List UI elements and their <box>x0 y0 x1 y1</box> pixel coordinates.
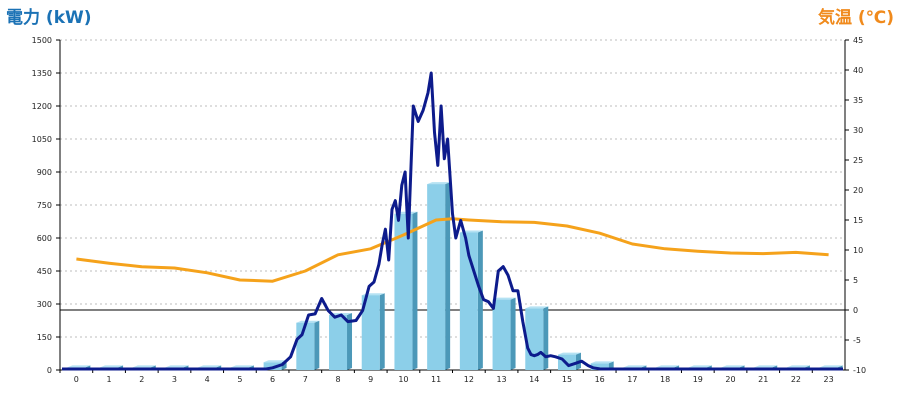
bar-top <box>427 182 451 185</box>
x-tick-label: 2 <box>139 375 144 384</box>
bar-top <box>590 361 614 364</box>
bar-side <box>412 211 418 370</box>
y-right-tick-label: -5 <box>853 336 861 345</box>
bar-10 <box>394 211 418 370</box>
y-right-tick-label: 20 <box>853 186 863 195</box>
x-tick-label: 14 <box>529 375 539 384</box>
bar-top <box>132 365 156 368</box>
bar-top <box>525 306 549 309</box>
bar-top <box>230 365 254 368</box>
x-tick-label: 6 <box>270 375 275 384</box>
x-tick-label: 18 <box>660 375 670 384</box>
power-line <box>62 71 843 371</box>
bar-top <box>623 365 647 368</box>
bar-top <box>688 365 712 368</box>
bar-top <box>721 365 745 368</box>
x-tick-label: 1 <box>107 375 112 384</box>
temperature-line <box>76 217 829 283</box>
y-right-tick-label: -10 <box>853 366 866 375</box>
y-left-tick-label: 1350 <box>32 69 52 78</box>
bar-top <box>263 360 287 363</box>
bar-12 <box>459 230 483 370</box>
bar-7 <box>296 320 320 370</box>
y-left-tick-label: 450 <box>37 267 52 276</box>
x-tick-label: 20 <box>725 375 735 384</box>
bar-13 <box>492 297 516 370</box>
x-tick-label: 0 <box>74 375 79 384</box>
bar-top <box>198 365 222 368</box>
x-tick-label: 8 <box>335 375 340 384</box>
x-tick-label: 7 <box>303 375 308 384</box>
y-axis-left-label: 電力 (kW) <box>6 8 92 28</box>
y-right-tick-label: 15 <box>853 216 863 225</box>
x-tick-label: 17 <box>627 375 637 384</box>
bar-side <box>510 297 516 370</box>
bar-face <box>525 308 544 370</box>
x-tick-label: 19 <box>693 375 703 384</box>
bar-14 <box>525 306 549 370</box>
y-right-tick-label: 5 <box>853 276 858 285</box>
x-tick-label: 9 <box>368 375 373 384</box>
y-left-tick-label: 150 <box>37 333 52 342</box>
y-left-tick-label: 600 <box>37 234 52 243</box>
x-tick-label: 3 <box>172 375 177 384</box>
y-right-tick-label: 0 <box>853 306 858 315</box>
bar-top <box>67 365 91 368</box>
x-tick-label: 10 <box>398 375 408 384</box>
x-tick-label: 23 <box>824 375 834 384</box>
bar-top <box>492 297 516 300</box>
y-left-tick-label: 900 <box>37 168 52 177</box>
x-tick-label: 15 <box>562 375 572 384</box>
y-right-tick-label: 30 <box>853 126 863 135</box>
bar-face <box>427 184 446 370</box>
y-left-tick-label: 1050 <box>32 135 52 144</box>
bar-face <box>394 213 413 370</box>
bar-top <box>557 352 581 355</box>
bar-top <box>459 230 483 233</box>
x-tick-label: 4 <box>205 375 210 384</box>
bar-side <box>445 182 451 370</box>
bar-side <box>477 230 483 370</box>
bar-top <box>656 365 680 368</box>
bar-face <box>263 362 282 370</box>
x-tick-label: 21 <box>758 375 768 384</box>
bar-side <box>379 293 385 370</box>
bar-face <box>590 363 609 370</box>
x-tick-label: 22 <box>791 375 801 384</box>
bar-9 <box>361 293 385 370</box>
y-axis-right-label: 気温 (℃) <box>817 8 894 28</box>
bar-11 <box>427 182 451 370</box>
y-right-tick-label: 35 <box>853 96 863 105</box>
bar-top <box>786 365 810 368</box>
x-tick-label: 13 <box>496 375 506 384</box>
bar-top <box>819 365 843 368</box>
x-tick-label: 16 <box>595 375 605 384</box>
bar-side <box>347 313 353 370</box>
y-right-tick-label: 25 <box>853 156 863 165</box>
y-left-tick-label: 1200 <box>32 102 52 111</box>
bar-top <box>100 365 124 368</box>
bar-face <box>492 299 511 370</box>
y-right-tick-label: 45 <box>853 36 863 45</box>
y-right-tick-label: 40 <box>853 66 863 75</box>
y-right-tick-label: 10 <box>853 246 863 255</box>
bar-face <box>329 315 348 370</box>
bar-face <box>361 295 380 370</box>
bar-top <box>165 365 189 368</box>
y-left-tick-label: 0 <box>47 366 52 375</box>
bar-side <box>314 320 320 370</box>
x-tick-label: 5 <box>237 375 242 384</box>
y-left-tick-label: 300 <box>37 300 52 309</box>
bar-face <box>296 322 315 370</box>
bar-side <box>543 306 549 370</box>
bar-8 <box>329 313 353 370</box>
x-tick-label: 11 <box>431 375 441 384</box>
x-tick-label: 12 <box>464 375 474 384</box>
bar-top <box>754 365 778 368</box>
y-left-tick-label: 750 <box>37 201 52 210</box>
y-left-tick-label: 1500 <box>32 36 52 45</box>
